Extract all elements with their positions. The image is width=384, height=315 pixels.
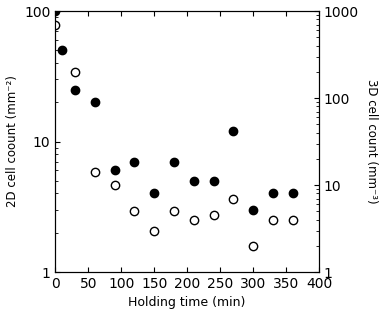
Y-axis label: 3D cell count (mm⁻³): 3D cell count (mm⁻³)	[366, 79, 379, 204]
X-axis label: Holding time (min): Holding time (min)	[129, 296, 246, 309]
Y-axis label: 2D cell coount (mm⁻²): 2D cell coount (mm⁻²)	[5, 76, 18, 208]
